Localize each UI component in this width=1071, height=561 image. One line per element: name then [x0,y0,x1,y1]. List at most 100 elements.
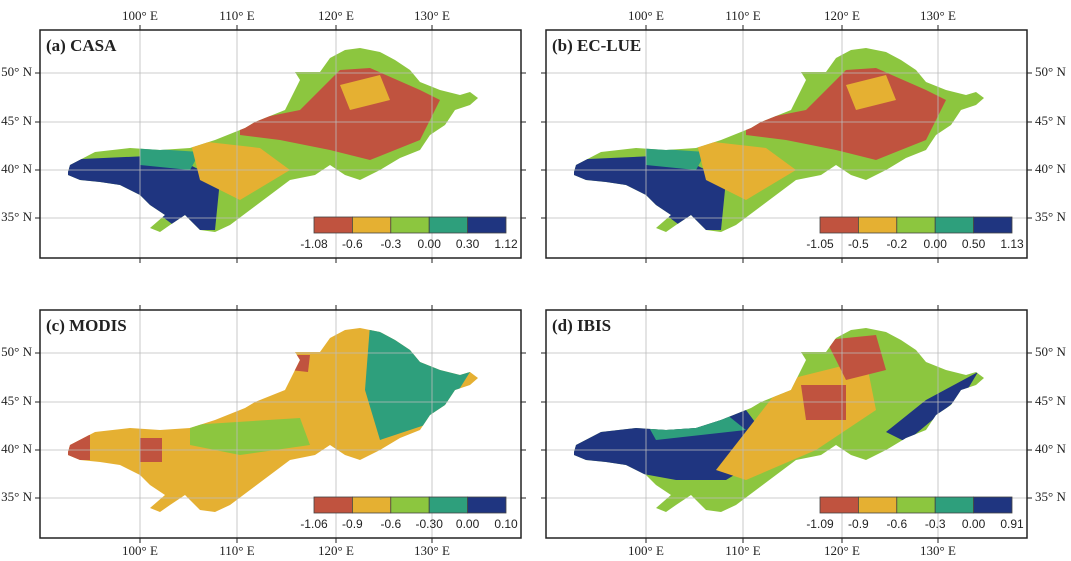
colorbar-label: -0.3 [380,237,401,251]
colorbar-swatch [351,216,392,234]
colorbar-label: -0.5 [848,237,869,251]
colorbar-label: -0.3 [925,517,946,531]
frame [39,29,522,259]
y-tick-label: 40° N [1035,161,1066,176]
map-patch [340,75,390,110]
y-tick-label: 35° N [1,489,32,504]
colorbar-label: -0.6 [886,517,907,531]
panel: (d) IBIS -1.09 -0.9 -0.6 -0.3 0.00 0.91 100° E 1… [541,305,1066,558]
colorbar-label: -0.9 [848,517,869,531]
x-tick-label: 100° E [628,543,664,558]
colorbar-label: 0.50 [962,237,986,251]
colorbar-label: -1.06 [300,517,328,531]
map-patch [365,328,470,440]
colorbar-swatch [934,496,975,514]
colorbar-swatch [390,496,430,514]
colorbar-swatch [896,496,936,514]
y-tick-label: 35° N [1035,489,1066,504]
frame [545,309,1028,539]
colorbar-label: 0.91 [1000,517,1024,531]
colorbar-label: 0.00 [924,237,948,251]
map-patch [68,435,90,460]
y-tick-label: 40° N [1035,441,1066,456]
colorbar-label: 0.30 [456,237,480,251]
colorbar-swatch [467,496,507,514]
colorbar-swatch [973,496,1013,514]
colorbar-label: -0.2 [886,237,907,251]
colorbar-swatch [857,496,898,514]
y-tick-label: 40° N [1,441,32,456]
x-tick-label: 120° E [318,543,354,558]
colorbar-swatch [390,216,430,234]
y-tick-label: 40° N [1,161,32,176]
colorbar-swatch [428,216,469,234]
map-patch [826,335,886,380]
x-tick-label: 130° E [920,8,956,23]
x-tick-label: 110° E [219,8,254,23]
colorbar-label: -1.09 [806,517,834,531]
x-tick-label: 130° E [414,543,450,558]
colorbar-swatch [313,496,353,514]
map-patch [886,372,978,442]
colorbar-label: -1.08 [300,237,328,251]
colorbar-label: -0.6 [342,237,363,251]
x-tick-label: 120° E [824,543,860,558]
map-patch [240,68,440,160]
map-patch [801,385,846,420]
colorbar-label: 0.00 [418,237,442,251]
colorbar-label: 1.12 [494,237,518,251]
panel: (b) EC-LUE -1.05 -0.5 -0.2 0.00 0.50 1.13 100° … [541,8,1066,263]
colorbar-swatch [819,216,859,234]
x-tick-label: 120° E [824,8,860,23]
y-tick-label: 35° N [1035,209,1066,224]
colorbar-swatch [819,496,859,514]
x-tick-label: 100° E [628,8,664,23]
x-tick-label: 100° E [122,8,158,23]
map-patch [746,68,946,160]
map-patch [846,75,896,110]
frame [545,29,1028,259]
colorbar-swatch [467,216,507,234]
y-tick-label: 35° N [1,209,32,224]
panel-title: (c) MODIS [46,316,127,335]
colorbar-swatch [973,216,1013,234]
colorbar-swatch [896,216,936,234]
y-tick-label: 50° N [1035,344,1066,359]
x-tick-label: 120° E [318,8,354,23]
x-tick-label: 130° E [920,543,956,558]
panel-title: (a) CASA [46,36,117,55]
colorbar-swatch [428,496,469,514]
x-tick-label: 130° E [414,8,450,23]
map-patch [290,355,310,372]
y-tick-label: 50° N [1035,64,1066,79]
panel-title: (b) EC-LUE [552,36,641,55]
map-patch [646,148,706,170]
panel-title: (d) IBIS [552,316,611,335]
frame [39,309,522,539]
panel: (a) CASA -1.08 -0.6 -0.3 0.00 0.30 1.12 100° E 1… [1,8,526,263]
colorbar-label: 0.00 [456,517,480,531]
colorbar-swatch [934,216,975,234]
panel: (c) MODIS -1.06 -0.9 -0.6 -0.30 0.00 0.10 100° … [1,305,526,558]
colorbar-label: 1.13 [1000,237,1024,251]
x-tick-label: 100° E [122,543,158,558]
y-tick-label: 45° N [1035,393,1066,408]
colorbar-swatch [313,216,353,234]
colorbar-label: -0.6 [380,517,401,531]
colorbar-label: -0.9 [342,517,363,531]
colorbar-label: -0.30 [416,517,444,531]
y-tick-label: 45° N [1,393,32,408]
y-tick-label: 45° N [1035,113,1066,128]
x-tick-label: 110° E [725,8,760,23]
colorbar-label: 0.00 [962,517,986,531]
colorbar-swatch [857,216,898,234]
colorbar-label: -1.05 [806,237,834,251]
map-patch [140,148,200,170]
y-tick-label: 45° N [1,113,32,128]
y-tick-label: 50° N [1,64,32,79]
y-tick-label: 50° N [1,344,32,359]
colorbar-label: 0.10 [494,517,518,531]
colorbar-swatch [351,496,392,514]
x-tick-label: 110° E [219,543,254,558]
